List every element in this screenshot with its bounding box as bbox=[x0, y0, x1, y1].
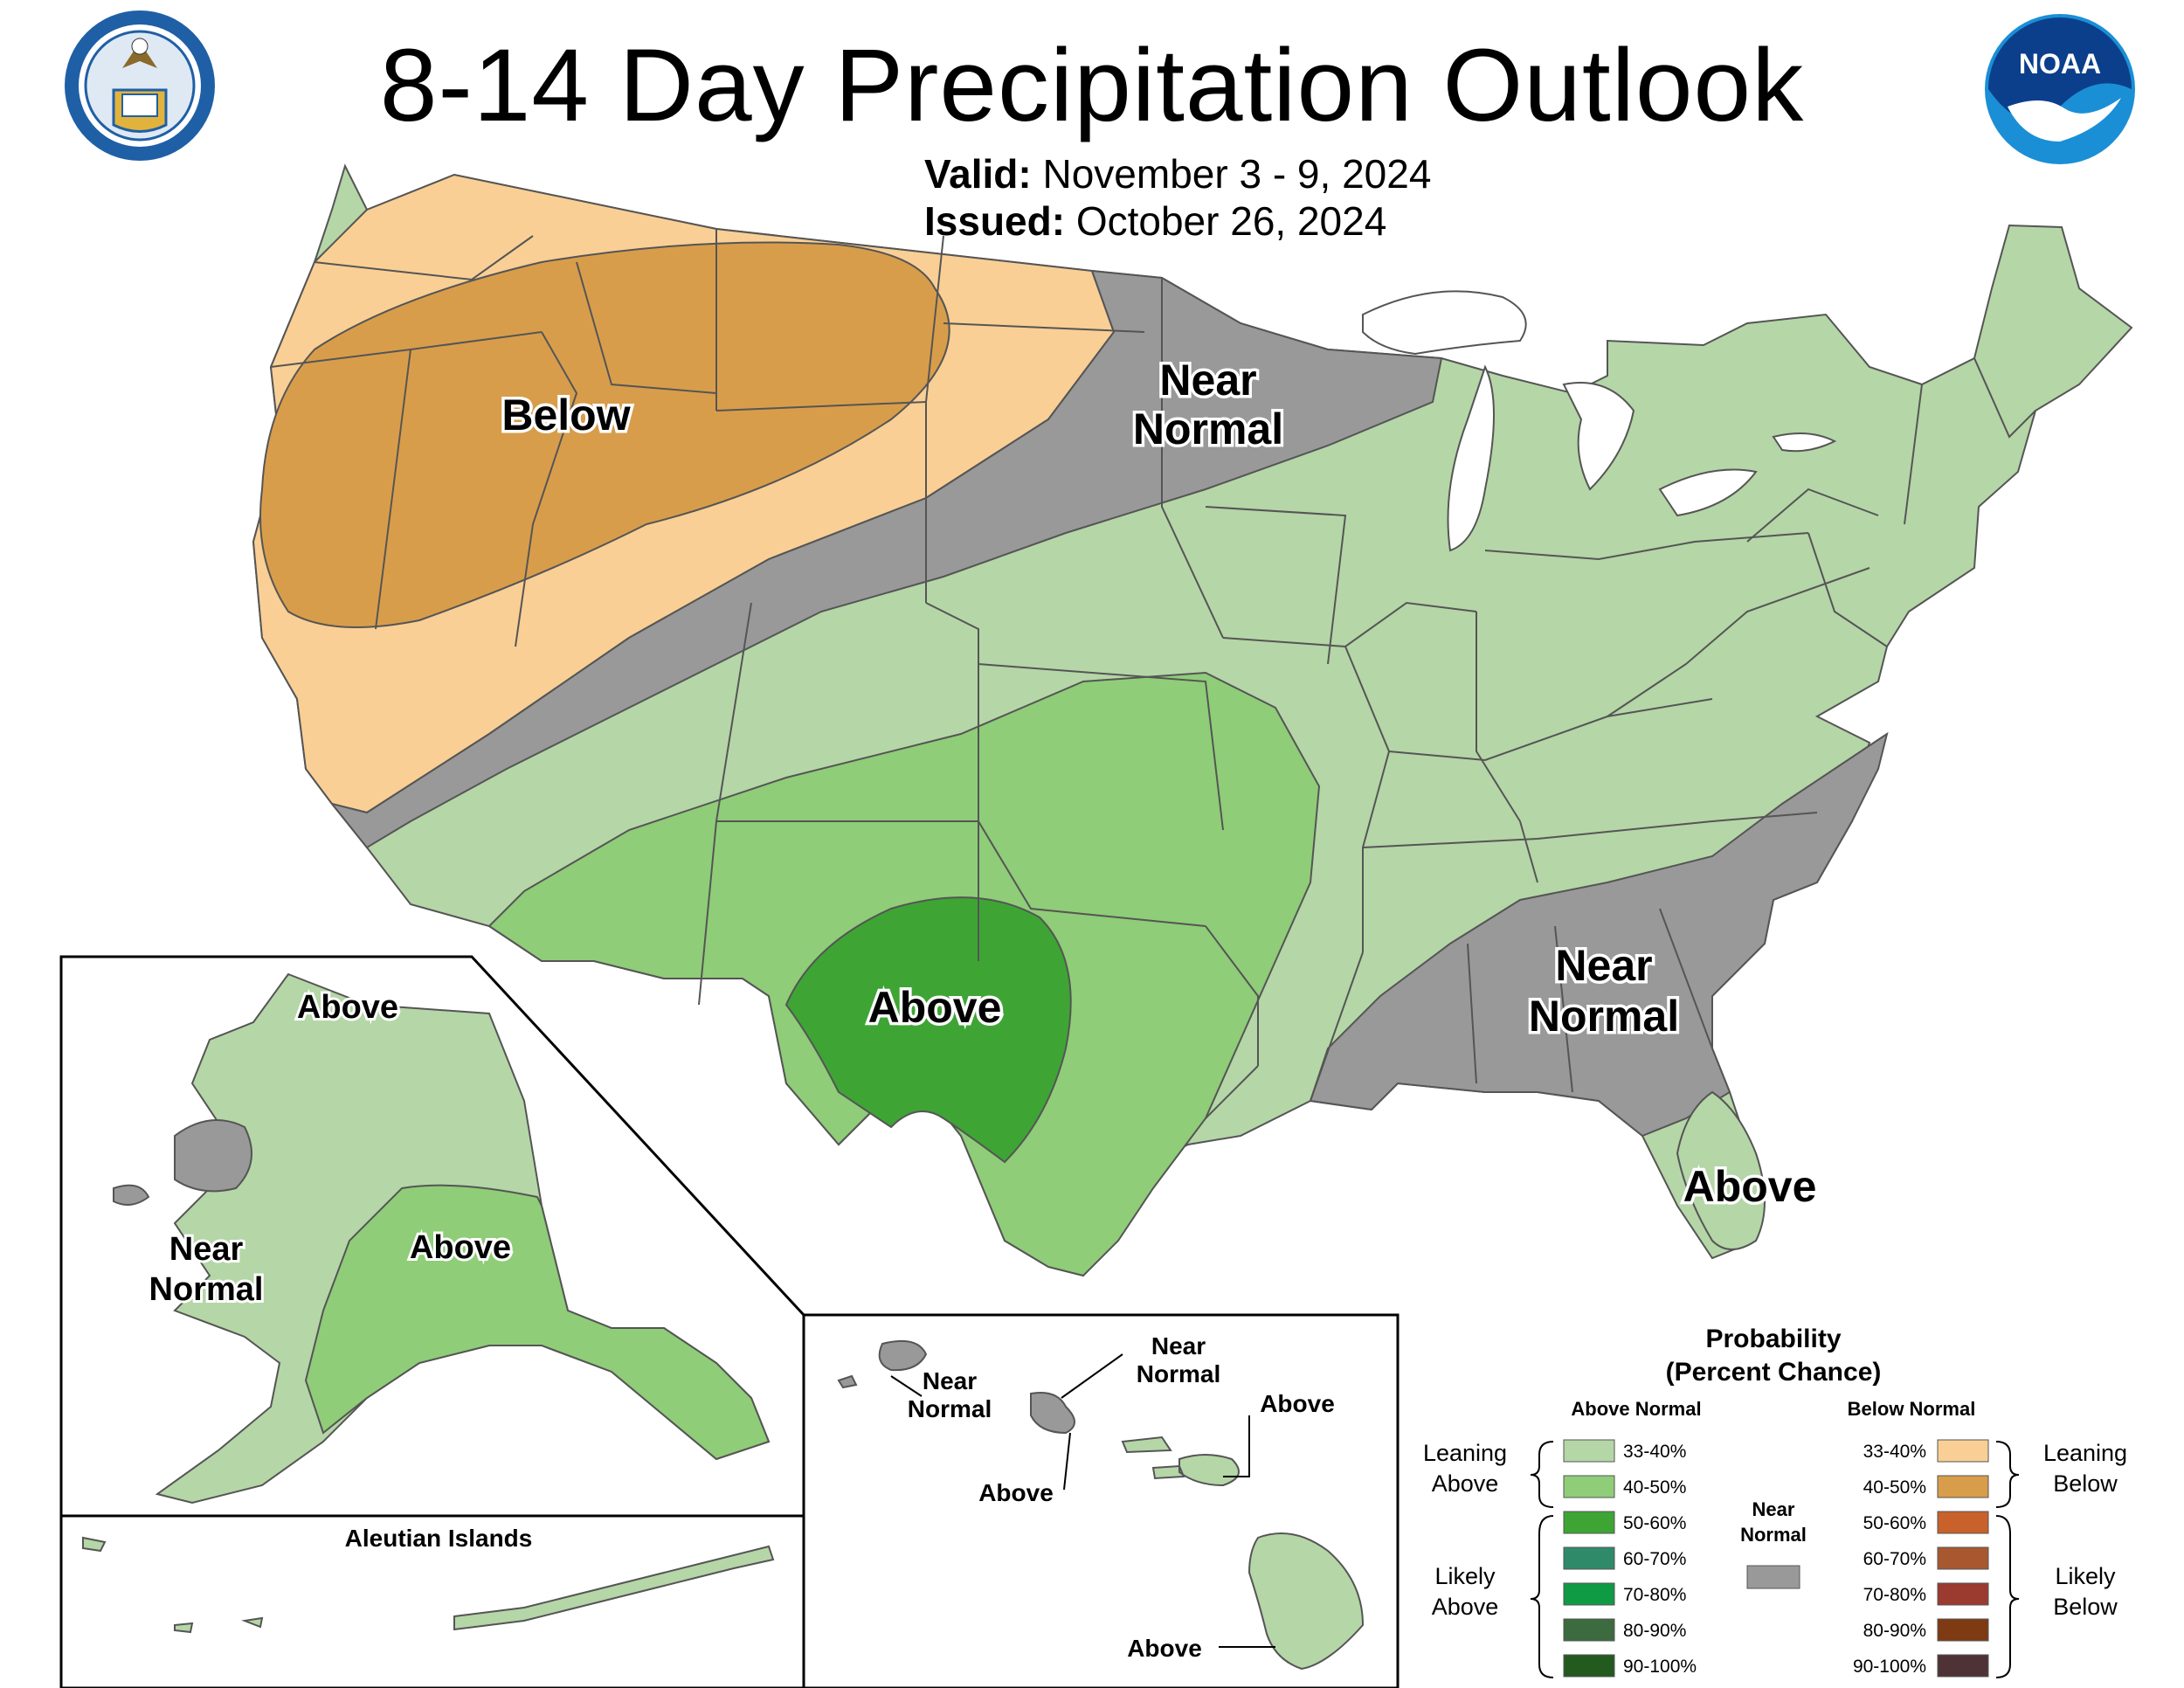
legend-below-range-label: 70-80% bbox=[1863, 1585, 1926, 1605]
hawaii-inset-frame bbox=[802, 1313, 1400, 1688]
region-above-50-60 bbox=[784, 896, 1072, 1164]
legend-title-2: (Percent Chance) bbox=[1666, 1358, 1882, 1387]
legend-near-swatch bbox=[1746, 1565, 1800, 1589]
label-hi-above-big: Above bbox=[1127, 1635, 1202, 1662]
label-above-florida: Above bbox=[1683, 1162, 1817, 1211]
legend-title-1: Probability bbox=[1705, 1325, 1841, 1353]
conus-map: Below Near Normal Above Near Normal Abov… bbox=[252, 163, 2133, 1277]
legend-above-swatch bbox=[1563, 1475, 1615, 1498]
aleutian-islands bbox=[82, 1536, 775, 1634]
legend-likely-above-2: Above bbox=[1432, 1594, 1499, 1620]
legend-leaning-above-2: Above bbox=[1432, 1470, 1499, 1497]
label-near-southeast-2: Normal bbox=[1529, 992, 1679, 1041]
hawaii-leader-lines bbox=[890, 1353, 1275, 1648]
legend-leaning-below-2: Below bbox=[2053, 1470, 2118, 1497]
issued-value: October 26, 2024 bbox=[1075, 198, 1387, 244]
legend-below-range-label: 80-90% bbox=[1863, 1621, 1926, 1641]
legend-above-swatch bbox=[1563, 1439, 1615, 1463]
label-aleutian-islands: Aleutian Islands bbox=[345, 1525, 533, 1552]
legend-below-swatch bbox=[1937, 1439, 1989, 1463]
page-title: 8-14 Day Precipitation Outlook bbox=[379, 28, 1805, 143]
legend-below-range-label: 90-100% bbox=[1853, 1657, 1926, 1677]
legend-above-range-label: 40-50% bbox=[1623, 1477, 1686, 1498]
label-hi-near-oahu-2: Normal bbox=[1137, 1360, 1220, 1387]
region-near-normal-southeast bbox=[1309, 731, 1889, 1138]
legend-above-swatch bbox=[1563, 1582, 1615, 1606]
label-near-north-2: Normal bbox=[1133, 405, 1283, 453]
state-boundaries bbox=[270, 229, 2036, 1119]
alaska-inset: Above Above Near Normal Aleutian Islands bbox=[59, 955, 805, 1688]
label-hi-near-west-2: Normal bbox=[908, 1395, 992, 1422]
legend-above-range-label: 80-90% bbox=[1623, 1621, 1686, 1641]
legend-near-label-1: Near bbox=[1752, 1498, 1795, 1520]
label-hi-above-maui: Above bbox=[1260, 1390, 1335, 1417]
hawaii-big-island bbox=[1248, 1532, 1365, 1671]
label-hi-near-west-1: Near bbox=[923, 1367, 977, 1394]
legend-above-header: Above Normal bbox=[1571, 1398, 1701, 1420]
legend-leaning-below-1: Leaning bbox=[2043, 1440, 2127, 1466]
label-hi-above-oahu: Above bbox=[978, 1479, 1054, 1506]
label-above-southwest: Above bbox=[868, 983, 1002, 1032]
great-lakes bbox=[1362, 290, 1837, 552]
legend-likely-below-1: Likely bbox=[2055, 1563, 2116, 1589]
label-ak-near-1: Near bbox=[169, 1231, 244, 1268]
legend-above-swatch bbox=[1563, 1511, 1615, 1534]
legend-below-swatch bbox=[1937, 1654, 1989, 1678]
valid-value: November 3 - 9, 2024 bbox=[1042, 151, 1432, 197]
noaa-logo-text: NOAA bbox=[2019, 48, 2101, 80]
issued-line: Issued: October 26, 2024 bbox=[924, 197, 1386, 245]
legend-below-swatch bbox=[1937, 1582, 1989, 1606]
label-near-north-1: Near bbox=[1159, 356, 1256, 405]
legend-likely-above-1: Likely bbox=[1434, 1563, 1496, 1589]
legend-below-swatch bbox=[1937, 1546, 1989, 1570]
legend-above-range-label: 33-40% bbox=[1623, 1442, 1686, 1462]
legend-above-range-label: 60-70% bbox=[1623, 1549, 1686, 1569]
hawaii-kauai bbox=[837, 1340, 928, 1389]
legend-above-swatch bbox=[1563, 1618, 1615, 1642]
legend-below-range-label: 60-70% bbox=[1863, 1549, 1926, 1569]
alaska-above-40-50 bbox=[304, 1184, 771, 1461]
legend-below-range-label: 40-50% bbox=[1863, 1477, 1926, 1498]
label-hi-near-oahu-1: Near bbox=[1151, 1332, 1206, 1359]
legend-above-range-label: 70-80% bbox=[1623, 1585, 1686, 1605]
hawaii-oahu bbox=[1030, 1392, 1075, 1435]
label-ak-near-2: Normal bbox=[149, 1271, 264, 1308]
legend-below-rows: 33-40% 40-50% 50-60% 60-70% 70-80% 80-90% 90-1… bbox=[1853, 1439, 1989, 1678]
issued-label: Issued: bbox=[924, 198, 1066, 244]
noaa-logo-icon: NOAA bbox=[1985, 14, 2135, 164]
legend-below-range-label: 33-40% bbox=[1863, 1442, 1926, 1462]
legend-leaning-above-1: Leaning bbox=[1423, 1440, 1507, 1466]
legend-below-range-label: 50-60% bbox=[1863, 1513, 1926, 1533]
legend-above-range-label: 50-60% bbox=[1623, 1513, 1686, 1533]
legend-braces bbox=[1530, 1441, 2020, 1678]
region-near-normal-north bbox=[329, 269, 1443, 849]
region-florida-above bbox=[1676, 1090, 1766, 1250]
alaska-near-normal-west bbox=[113, 1119, 252, 1206]
legend-above-rows: 33-40% 40-50% 50-60% 60-70% 70-80% 80-90% 90-1… bbox=[1563, 1439, 1697, 1678]
hawaii-inset: Near Normal Near Normal Above Above Abov… bbox=[802, 1313, 1400, 1688]
legend-below-swatch bbox=[1937, 1618, 1989, 1642]
legend-above-range-label: 90-100% bbox=[1623, 1657, 1697, 1677]
valid-line: Valid: November 3 - 9, 2024 bbox=[924, 150, 1431, 197]
legend-below-header: Below Normal bbox=[1848, 1398, 1976, 1420]
legend-likely-below-2: Below bbox=[2053, 1594, 2118, 1620]
hawaii-maui-group bbox=[1121, 1435, 1240, 1487]
label-below: Below bbox=[501, 391, 630, 439]
legend-above-swatch bbox=[1563, 1546, 1615, 1570]
legend-below-swatch bbox=[1937, 1511, 1989, 1534]
label-near-southeast-1: Near bbox=[1555, 941, 1652, 990]
valid-label: Valid: bbox=[924, 151, 1032, 197]
legend-below-swatch bbox=[1937, 1475, 1989, 1498]
legend: Probability (Percent Chance) Above Norma… bbox=[1423, 1325, 2127, 1678]
legend-near-label-2: Normal bbox=[1740, 1524, 1807, 1546]
legend-above-swatch bbox=[1563, 1654, 1615, 1678]
department-of-commerce-seal-icon bbox=[65, 10, 215, 161]
region-below-40-50 bbox=[259, 241, 950, 628]
label-ak-above-north: Above bbox=[297, 989, 398, 1026]
label-ak-above-south: Above bbox=[410, 1229, 511, 1266]
